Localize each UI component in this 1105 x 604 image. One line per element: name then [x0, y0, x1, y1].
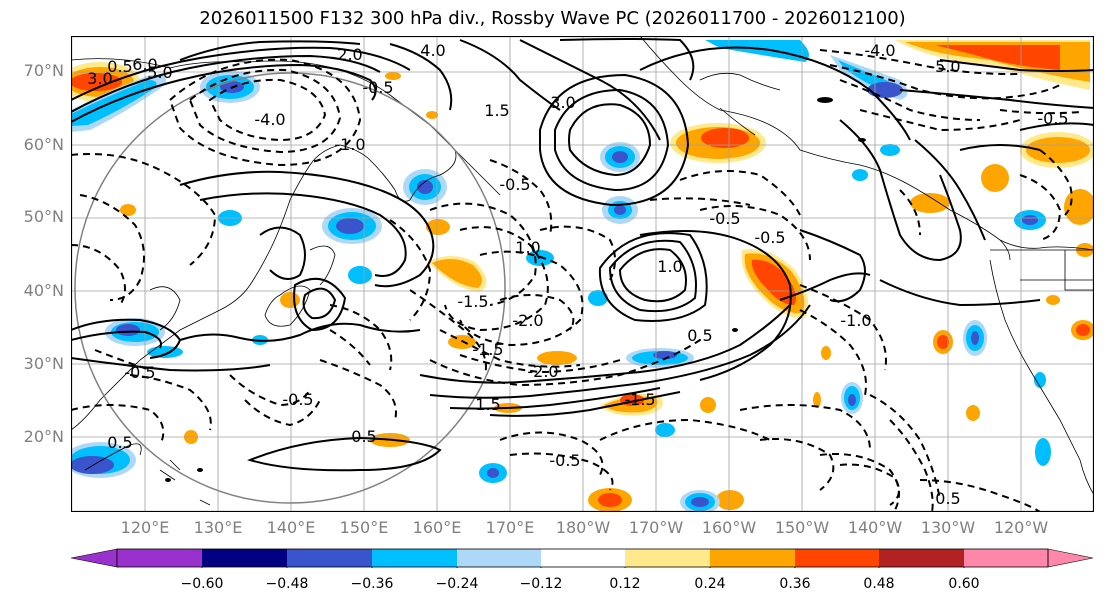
contour-label: -1.5 — [457, 292, 488, 311]
contour-label: -1.0 — [334, 135, 365, 154]
colorbar-tick-label: 0.12 — [609, 576, 641, 592]
divergence-shading — [71, 40, 1094, 512]
lon-label-120w: 120°W — [993, 518, 1049, 537]
colorbar-bin — [117, 549, 202, 567]
region-circle — [74, 72, 506, 504]
colorbar-bin — [964, 549, 1048, 567]
lon-label-130w: 130°W — [920, 518, 976, 537]
contour-label: 6.0 — [132, 55, 157, 74]
lon-label-170w: 170°W — [628, 518, 684, 537]
colorbar-tick-label: 0.24 — [694, 576, 726, 592]
negative-div-blob-bering — [218, 142, 640, 284]
colorbar-tick-label: 0.48 — [863, 576, 895, 592]
lon-label-140e: 140°E — [266, 518, 316, 537]
colorbar-under-triangle — [71, 548, 118, 568]
positive-div-blob-japan — [120, 204, 487, 349]
lat-label-40n: 40°N — [23, 281, 64, 300]
contour-label: -0.5 — [754, 228, 785, 247]
positive-div-blob-subtropics — [184, 72, 1094, 512]
lon-label-150w: 150°W — [774, 518, 830, 537]
lon-label-120e: 120°E — [120, 518, 170, 537]
colorbar-bin — [287, 549, 372, 567]
map-title: 2026011500 F132 300 hPa div., Rossby Wav… — [199, 8, 906, 29]
contour-label: -1.5 — [472, 340, 503, 359]
colorbar-tick-label: −0.36 — [350, 576, 394, 592]
contour-label: -5.0 — [929, 57, 960, 76]
colorbar-tick-label: −0.60 — [180, 576, 224, 592]
colorbar-tick-label: −0.48 — [265, 576, 309, 592]
lat-label-30n: 30°N — [23, 354, 64, 373]
contour-label: 1.5 — [484, 101, 509, 120]
contour-labels: 3.0 0.5 6.0 5.0 4.0 2.0 1.0 1.5 -0.5 3.0… — [87, 41, 1068, 508]
contour-label: 1.5 — [475, 395, 500, 414]
contour-label: -0.5 — [1037, 109, 1068, 128]
lon-label-150e: 150°E — [339, 518, 389, 537]
positive-div-blob-gulf-alaska — [910, 132, 1094, 225]
contour-label: -4.0 — [254, 110, 285, 129]
contour-label: 0.5 — [107, 433, 132, 452]
contour-label: 3.0 — [87, 69, 112, 88]
contour-label: -2.0 — [512, 311, 543, 330]
contour-label: 1.0 — [515, 238, 540, 257]
colorbar-bin — [541, 549, 625, 567]
lon-label-180w: 180°W — [555, 518, 611, 537]
colorbar-bin — [710, 549, 795, 567]
colorbar-bin — [457, 549, 541, 567]
contour-label: -0.5 — [362, 78, 393, 97]
lon-label-170e: 170°E — [485, 518, 535, 537]
lat-label-70n: 70°N — [23, 61, 64, 80]
contour-label: -0.5 — [499, 175, 530, 194]
colorbar-bin — [372, 549, 457, 567]
contour-label: 0.5 — [351, 427, 376, 446]
contour-label: -0.5 — [709, 209, 740, 228]
contour-label: -1.0 — [840, 311, 871, 330]
colorbar-tick-label: −0.12 — [519, 576, 563, 592]
contour-label: 4.0 — [420, 41, 445, 60]
colorbar-tick-label: −0.24 — [435, 576, 479, 592]
contour-label: -1.5 — [624, 390, 655, 409]
colorbar-bin — [625, 549, 710, 567]
lat-label-50n: 50°N — [23, 207, 64, 226]
contour-label: 0.5 — [687, 326, 712, 345]
colorbar — [71, 548, 1094, 568]
contour-label: 0.5 — [935, 489, 960, 508]
contour-label: 5.0 — [147, 63, 172, 82]
contour-label: -4.0 — [864, 41, 895, 60]
colorbar-bin — [202, 549, 287, 567]
lon-label-160e: 160°E — [412, 518, 462, 537]
dashed-contours — [71, 49, 1081, 512]
contour-label: 1.0 — [657, 257, 682, 276]
contour-label: 3.0 — [550, 93, 575, 112]
lat-label-20n: 20°N — [23, 427, 64, 446]
contour-label: -0.5 — [124, 363, 155, 382]
lat-label-60n: 60°N — [23, 135, 64, 154]
lon-label-140w: 140°W — [847, 518, 903, 537]
lon-label-130e: 130°E — [193, 518, 243, 537]
lon-label-160w: 160°W — [701, 518, 757, 537]
contour-label: 2.0 — [337, 45, 362, 64]
contour-label: -0.5 — [282, 390, 313, 409]
colorbar-tick-label: 0.36 — [779, 576, 811, 592]
island-speckles — [165, 97, 866, 482]
contour-label: -2.0 — [527, 362, 558, 381]
colorbar-bin — [795, 549, 879, 567]
colorbar-over-triangle — [1047, 548, 1094, 568]
colorbar-bin — [879, 549, 964, 567]
contour-label: 0.5 — [107, 57, 132, 76]
contour-label: -0.5 — [549, 451, 580, 470]
colorbar-tick-label: 0.60 — [948, 576, 980, 592]
map-panel: 3.0 0.5 6.0 5.0 4.0 2.0 1.0 1.5 -0.5 3.0… — [71, 36, 1094, 512]
positive-div-blob-bering — [670, 123, 766, 163]
solid-contours — [71, 38, 1094, 472]
